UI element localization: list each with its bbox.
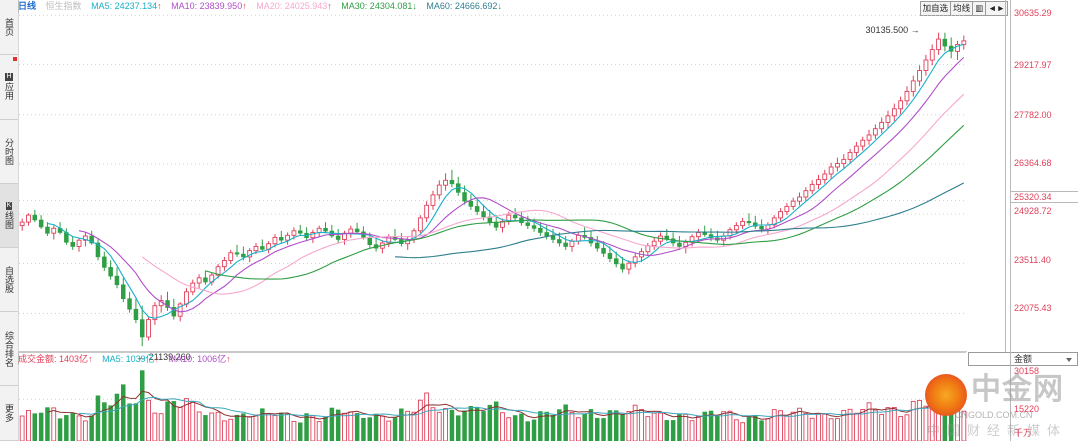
header-ma10-text: MA10: 23839.950 bbox=[171, 1, 243, 11]
amount-dropdown-value: 金额 bbox=[1013, 354, 1032, 364]
header-ma5-arrow: ↑ bbox=[157, 1, 162, 11]
sidebar-item-label: 自选股 bbox=[4, 266, 14, 294]
price-axis: 30635.29 29217.97 27782.00 26364.68 25320.34… bbox=[1010, 0, 1080, 441]
header-ma30-arrow: ↓ bbox=[412, 1, 417, 11]
header-ma5: MA5: 24237.134↑ bbox=[91, 0, 162, 13]
low-price-annotation: ← 21139.260 bbox=[137, 352, 191, 363]
volume-ma10: MA10: 1006亿↑ bbox=[169, 353, 231, 366]
price-axis-tick-6: 23511.40 bbox=[1014, 255, 1051, 265]
sidebar-item-5[interactable]: 综合排名 bbox=[0, 312, 18, 386]
header-ma5-text: MA5: 24237.134 bbox=[91, 1, 158, 11]
header-period[interactable]: 日线 bbox=[18, 1, 37, 11]
header-ma10-arrow: ↑ bbox=[242, 1, 247, 11]
header-ma20: MA20: 24025.943↑ bbox=[256, 0, 332, 13]
volume-ma5: MA5: 1039亿↑ bbox=[102, 353, 159, 366]
volume-chart-svg[interactable] bbox=[19, 365, 967, 441]
sidebar-item-0[interactable]: 首页 bbox=[0, 0, 18, 56]
header-ma10: MA10: 23839.950↑ bbox=[171, 0, 247, 13]
header-ma60-text: MA60: 24666.692 bbox=[426, 1, 498, 11]
volume-axis-tick-0: 30158 bbox=[1014, 366, 1040, 376]
sidebar-item-mark: H bbox=[5, 73, 13, 82]
price-chart-svg[interactable] bbox=[19, 13, 967, 351]
volume-title-text: 成交金额 bbox=[18, 354, 55, 364]
price-axis-tick-4: 25320.34 bbox=[1011, 191, 1078, 203]
header-symbol: 恒生指数 bbox=[45, 1, 82, 11]
chevron-down-icon bbox=[1066, 358, 1072, 362]
sidebar-item-1[interactable]: H 应用 bbox=[0, 55, 18, 120]
sidebar-item-2[interactable]: 分时图 bbox=[0, 119, 18, 184]
price-axis-tick-5: 24928.72 bbox=[1014, 206, 1052, 216]
price-axis-tick-2: 27782.00 bbox=[1014, 110, 1052, 120]
volume-ma5-arrow: ↑ bbox=[154, 354, 160, 364]
volume-value: 1403亿 bbox=[59, 354, 89, 364]
header-ma30-text: MA30: 24304.081 bbox=[341, 1, 413, 11]
header-ma30: MA30: 24304.081↓ bbox=[341, 0, 417, 13]
high-price-annotation: 30135.500 → bbox=[865, 24, 920, 35]
expand-icon[interactable]: ◄► bbox=[985, 1, 1008, 16]
chart-toolbar: 加自选 均线 ▥ ◄► bbox=[919, 1, 1008, 16]
header-ma20-arrow: ↑ bbox=[327, 1, 332, 11]
price-axis-tick-0: 30635.29 bbox=[1014, 8, 1052, 18]
volume-chart-panel[interactable] bbox=[18, 365, 967, 441]
sidebar-item-label: 更多 bbox=[4, 403, 14, 422]
sidebar-item-label: 线图 bbox=[4, 210, 14, 229]
header-ma20-text: MA20: 24025.943 bbox=[256, 1, 328, 11]
volume-title: 成交金额: 1403亿↑ bbox=[18, 354, 93, 364]
sidebar-item-6[interactable]: 更多 bbox=[0, 385, 18, 441]
volume-ma5-text: MA5: 1039亿 bbox=[102, 354, 155, 364]
volume-ma10-text: MA10: 1006亿 bbox=[168, 354, 227, 364]
fullscreen-icon[interactable]: ▥ bbox=[972, 1, 987, 16]
price-chart-panel[interactable] bbox=[18, 13, 967, 352]
price-axis-tick-7: 22075.43 bbox=[1014, 303, 1052, 313]
left-sidebar: 首页 H 应用分时图 K 线图自选股综合排名更多 bbox=[0, 0, 19, 441]
axis-separator bbox=[1005, 0, 1006, 352]
chart-header-info: 日线 恒生指数 MA5: 24237.134↑ MA10: 23839.950↑… bbox=[18, 0, 966, 13]
sidebar-item-3[interactable]: K 线图 bbox=[0, 183, 18, 249]
sidebar-item-label: 首页 bbox=[4, 18, 14, 37]
sidebar-item-mark: K bbox=[5, 201, 13, 210]
volume-value-arrow: ↑ bbox=[88, 354, 93, 364]
sidebar-item-label: 综合排名 bbox=[4, 330, 14, 367]
notification-badge-icon bbox=[13, 57, 17, 62]
volume-axis-tick-2: 千万 bbox=[1014, 428, 1033, 438]
sidebar-item-label: 分时图 bbox=[4, 137, 14, 165]
volume-header-info: 成交金额: 1403亿↑ MA5: 1039亿↑ MA10: 1006亿↑ bbox=[18, 352, 966, 366]
price-axis-tick-1: 29217.97 bbox=[1014, 60, 1052, 70]
volume-axis-tick-1: 15220 bbox=[1014, 404, 1040, 414]
price-axis-tick-3: 26364.68 bbox=[1014, 158, 1052, 168]
header-ma60-arrow: ↓ bbox=[497, 1, 502, 11]
amount-dropdown[interactable]: 金额 bbox=[968, 352, 1078, 366]
sidebar-item-4[interactable]: 自选股 bbox=[0, 248, 18, 313]
header-ma60: MA60: 24666.692↓ bbox=[426, 0, 502, 13]
sidebar-item-label: 应用 bbox=[4, 82, 14, 101]
volume-ma10-arrow: ↑ bbox=[226, 354, 231, 364]
